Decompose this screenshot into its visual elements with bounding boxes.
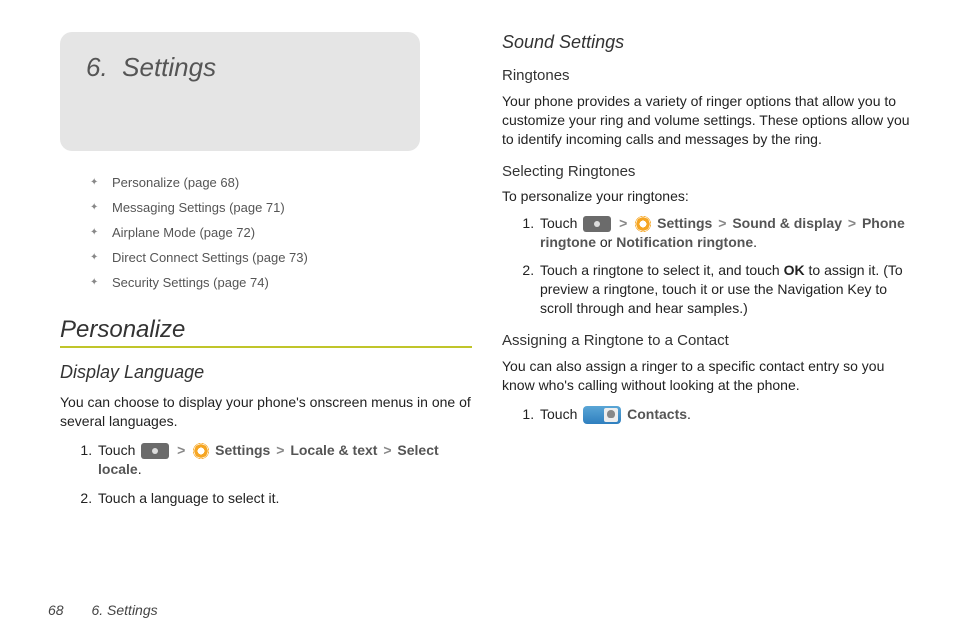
heading-selecting-ringtones: Selecting Ringtones [502,163,914,180]
selecting-ringtones-steps: Touch > Settings > Sound & display > Pho… [538,214,914,318]
sound-display-label: Sound & display [732,215,842,231]
assigning-ringtone-steps: Touch Contacts. [538,405,914,424]
toc-item[interactable]: Direct Connect Settings (page 73) [90,250,472,265]
display-language-body: You can choose to display your phone's o… [60,393,472,431]
subsection-display-language: Display Language [60,362,472,383]
step-text: Touch [98,442,135,458]
contacts-label: Contacts [627,406,687,422]
section-personalize: Personalize [60,316,472,348]
locale-text-label: Locale & text [290,442,377,458]
settings-label: Settings [215,442,270,458]
breadcrumb-separator: > [617,215,629,231]
left-column: 6. Settings Personalize (page 68) Messag… [60,32,472,517]
breadcrumb-separator: > [381,442,393,458]
heading-assigning-ringtone: Assigning a Ringtone to a Contact [502,332,914,349]
ok-label: OK [784,262,805,278]
breadcrumb-separator: > [846,215,858,231]
step-text: Touch [540,215,577,231]
selecting-ringtones-intro: To personalize your ringtones: [502,188,914,204]
page-footer: 68 6. Settings [48,602,158,618]
toc-item[interactable]: Security Settings (page 74) [90,275,472,290]
gear-icon [193,443,209,459]
subsection-sound-settings: Sound Settings [502,32,914,53]
app-launcher-icon [583,216,611,232]
display-language-steps: Touch > Settings > Locale & text > Selec… [96,441,472,508]
settings-label: Settings [657,215,712,231]
toc-item[interactable]: Messaging Settings (page 71) [90,200,472,215]
toc-item[interactable]: Airplane Mode (page 72) [90,225,472,240]
contacts-icon [583,406,621,424]
step-text: Touch a ringtone to select it, and touch [540,262,784,278]
chapter-title: 6. Settings [86,52,394,83]
step-1: Touch Contacts. [538,405,914,424]
notification-ringtone-label: Notification ringtone [616,234,753,250]
chapter-number: 6. [86,52,108,82]
step-1: Touch > Settings > Sound & display > Pho… [538,214,914,252]
assigning-ringtone-body: You can also assign a ringer to a specif… [502,357,914,395]
breadcrumb-separator: > [716,215,728,231]
breadcrumb-separator: > [175,442,187,458]
toc-item[interactable]: Personalize (page 68) [90,175,472,190]
gear-icon [635,216,651,232]
step-2: Touch a ringtone to select it, and touch… [538,261,914,318]
chapter-heading-box: 6. Settings [60,32,420,151]
page-number: 68 [48,602,64,618]
step-text: Touch [540,406,577,422]
footer-chapter: 6. Settings [91,602,157,618]
table-of-contents: Personalize (page 68) Messaging Settings… [90,175,472,290]
step-2: Touch a language to select it. [96,489,472,508]
right-column: Sound Settings Ringtones Your phone prov… [502,32,914,517]
breadcrumb-separator: > [274,442,286,458]
or-text: or [596,234,616,250]
app-launcher-icon [141,443,169,459]
step-1: Touch > Settings > Locale & text > Selec… [96,441,472,479]
ringtones-body: Your phone provides a variety of ringer … [502,92,914,149]
chapter-name: Settings [122,52,216,82]
heading-ringtones: Ringtones [502,67,914,84]
